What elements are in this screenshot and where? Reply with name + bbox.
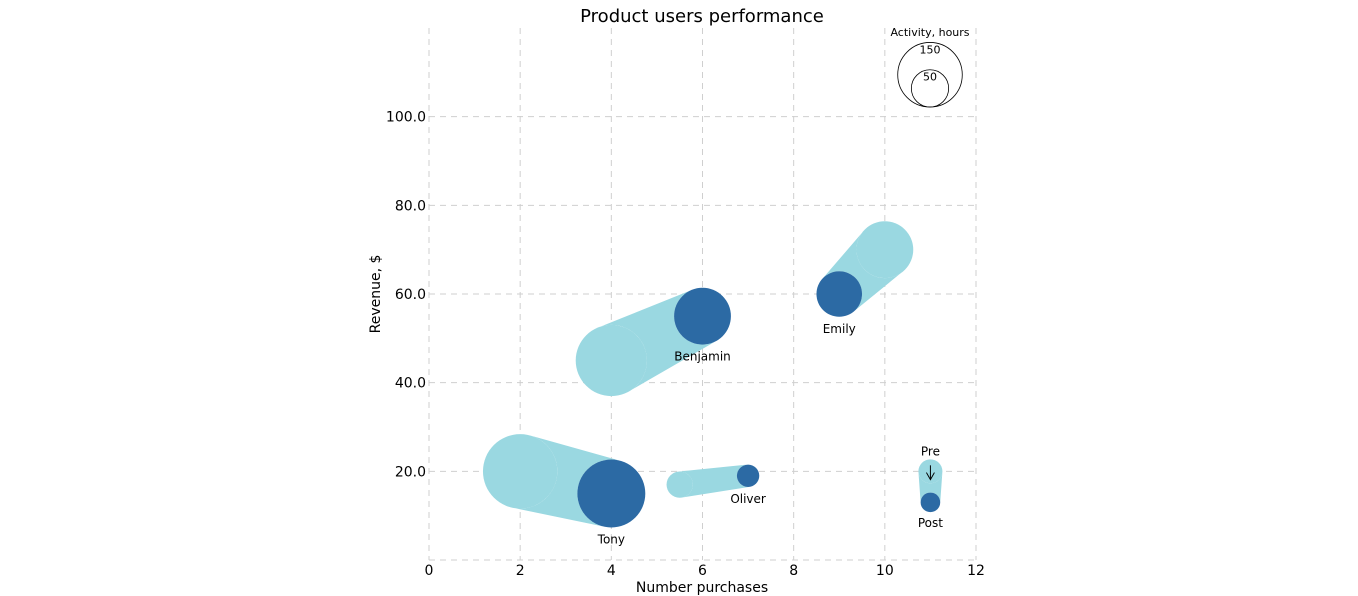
chart-title: Product users performance [580, 6, 824, 27]
x-tick-label: 8 [789, 563, 798, 579]
y-tick-label: 80.0 [395, 198, 426, 214]
pre-bubble-oliver-head [666, 471, 693, 498]
pre-bubble-oliver [678, 464, 750, 498]
x-tick-label: 12 [967, 563, 985, 579]
post-bubble-emily [816, 271, 863, 317]
key-post-bubble [920, 492, 941, 513]
y-axis-label: Revenue, $ [368, 255, 384, 334]
post-bubble-benjamin [674, 287, 731, 345]
y-tick-label: 60.0 [395, 287, 426, 303]
direction-key: Pre Post [918, 444, 943, 530]
legend-size-label: 150 [920, 43, 941, 56]
point-label-emily: Emily [823, 322, 856, 336]
x-tick-label: 0 [425, 563, 434, 579]
pre-bubble-benjamin-head [575, 324, 647, 397]
size-legend: Activity, hours 150 50 [890, 26, 970, 108]
key-post-label: Post [918, 516, 943, 530]
pre-bubble-emily [823, 229, 905, 311]
x-tick-label: 10 [876, 563, 894, 579]
point-label-oliver: Oliver [730, 492, 766, 506]
x-axis-label: Number purchases [636, 580, 768, 596]
key-pre-bubble [918, 471, 943, 503]
legend-size-label: 50 [923, 71, 937, 84]
pre-bubble-benjamin [595, 290, 715, 393]
x-tick-label: 6 [698, 563, 707, 579]
point-label-tony: Tony [597, 532, 625, 546]
post-bubble-tony [577, 459, 646, 528]
post-bubble-oliver [736, 464, 760, 487]
y-tick-label: 40.0 [395, 376, 426, 392]
post-bubbles-layer [577, 271, 863, 528]
key-pre-label: Pre [921, 444, 940, 458]
point-labels-layer: Tony Benjamin Oliver Emily [597, 322, 856, 547]
x-tick-label: 4 [607, 563, 616, 579]
key-arrow-head [925, 472, 935, 481]
legend-circle-50 [910, 69, 950, 108]
pre-bubble-tony-head [482, 434, 558, 509]
legend-title: Activity, hours [890, 26, 969, 39]
y-tick-label: 100.0 [386, 110, 426, 126]
pre-bubble-tony [511, 435, 620, 527]
pre-bubble-emily-head [856, 221, 914, 279]
pre-bubbles-layer [482, 221, 914, 527]
x-tick-label: 2 [516, 563, 525, 579]
y-tick-label: 20.0 [395, 464, 426, 480]
point-label-benjamin: Benjamin [674, 350, 731, 364]
